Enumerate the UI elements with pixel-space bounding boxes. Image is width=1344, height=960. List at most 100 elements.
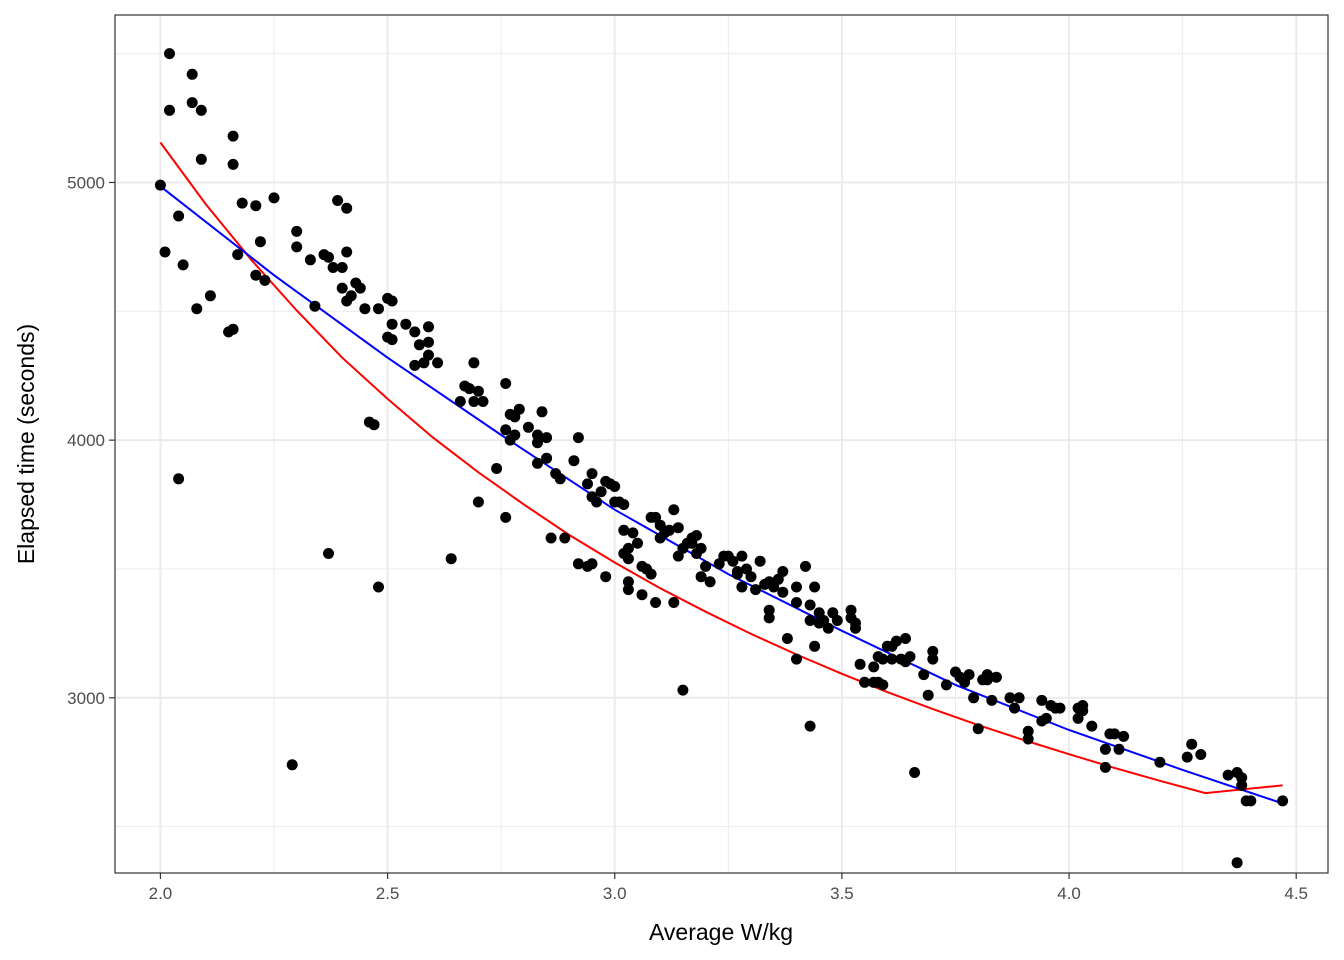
data-point [586, 558, 598, 570]
data-point [345, 290, 357, 302]
data-point [477, 396, 489, 407]
data-point [736, 550, 748, 562]
data-point [622, 576, 634, 588]
data-point [500, 378, 512, 389]
data-point [595, 486, 607, 498]
data-point [1036, 694, 1048, 706]
data-point [413, 339, 425, 351]
data-point [1181, 751, 1193, 763]
data-point [791, 597, 802, 608]
data-point [1186, 738, 1198, 750]
data-point [927, 645, 939, 657]
y-tick-label: 5000 [67, 173, 105, 192]
y-axis-title: Elapsed time (seconds) [13, 324, 39, 564]
data-point [1222, 769, 1234, 781]
data-point [227, 323, 239, 335]
data-point [990, 671, 1002, 683]
data-point [763, 604, 775, 616]
data-point [609, 481, 621, 492]
data-point [731, 568, 743, 580]
data-point [472, 385, 484, 397]
x-tick-label: 4.0 [1057, 884, 1081, 903]
data-point [632, 537, 643, 549]
data-point [791, 653, 802, 665]
data-point [336, 262, 348, 273]
data-point [1022, 725, 1034, 737]
data-point [541, 432, 553, 444]
data-point [636, 589, 648, 601]
data-point [1099, 743, 1111, 755]
data-point [445, 553, 457, 565]
data-point [154, 179, 166, 191]
data-point [254, 236, 266, 248]
data-point [822, 622, 834, 634]
data-point [677, 684, 689, 696]
data-point [672, 522, 684, 534]
data-point [800, 560, 811, 572]
data-point [695, 542, 707, 554]
data-point [286, 759, 298, 771]
data-point [1236, 779, 1248, 791]
data-point [909, 767, 921, 778]
data-point [627, 527, 639, 539]
data-point [454, 396, 466, 407]
data-point [232, 249, 244, 261]
data-point [850, 622, 861, 634]
data-point [323, 548, 334, 559]
data-point [186, 97, 198, 109]
y-tick-label: 4000 [67, 431, 105, 450]
data-point [877, 679, 889, 691]
x-axis-title: Average W/kg [649, 919, 793, 945]
data-point [432, 357, 444, 369]
fit-line-blue [159, 185, 1283, 805]
data-point [159, 246, 171, 258]
data-point [513, 403, 525, 415]
data-point [554, 473, 566, 485]
data-point [268, 192, 280, 204]
data-point [309, 300, 321, 312]
data-point [900, 633, 911, 644]
data-point [845, 604, 857, 616]
panel-border [114, 14, 1329, 874]
data-point [877, 653, 889, 665]
data-point [186, 68, 198, 80]
data-point [227, 130, 239, 142]
data-point [572, 558, 584, 570]
data-point [940, 679, 952, 691]
y-tick-label: 3000 [67, 689, 105, 708]
data-point [777, 566, 789, 577]
data-point [1109, 728, 1120, 740]
data-point [423, 349, 434, 361]
fit-line-red [159, 141, 1283, 795]
data-point [463, 383, 475, 395]
data-point [972, 723, 984, 735]
data-point [468, 396, 480, 407]
data-point [177, 259, 189, 271]
data-point [854, 658, 866, 670]
data-point [622, 584, 634, 596]
data-point [645, 568, 657, 580]
data-point [522, 421, 534, 433]
data-point [591, 496, 603, 508]
data-point [368, 419, 380, 431]
data-point [582, 478, 593, 490]
data-point [1099, 761, 1111, 773]
data-point [541, 452, 553, 464]
data-point [532, 429, 543, 441]
data-point [981, 674, 993, 686]
data-point [918, 669, 930, 681]
data-point [164, 48, 175, 60]
data-point [373, 581, 384, 593]
data-point [386, 334, 398, 346]
data-point [423, 336, 434, 348]
data-point [195, 153, 207, 165]
data-point [500, 511, 512, 523]
data-point [1277, 795, 1289, 807]
data-point [354, 282, 366, 294]
data-point [491, 463, 503, 474]
data-point [859, 676, 871, 688]
data-point [173, 473, 185, 485]
data-point [1236, 772, 1248, 784]
data-point [890, 635, 902, 647]
data-point [750, 584, 762, 596]
